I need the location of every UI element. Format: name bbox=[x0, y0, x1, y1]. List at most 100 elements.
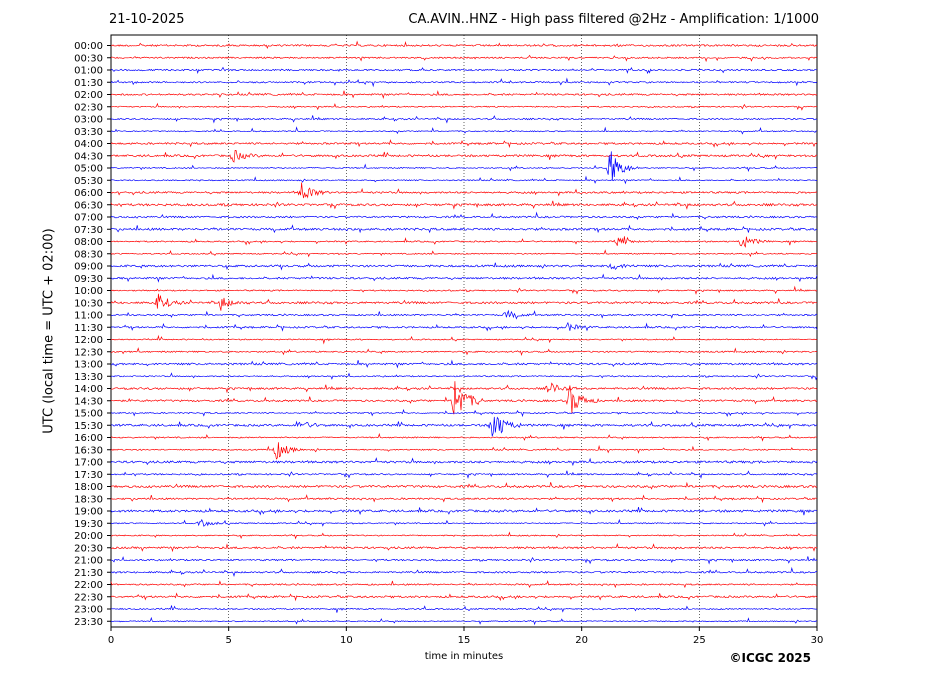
y-tick-label: 20:30 bbox=[74, 543, 103, 554]
trace-1300 bbox=[110, 359, 818, 369]
trace-0630 bbox=[110, 200, 818, 210]
y-tick-label: 21:30 bbox=[74, 568, 103, 579]
trace-1330 bbox=[110, 372, 818, 381]
y-tick-label: 06:30 bbox=[74, 200, 103, 211]
y-tick-label: 14:30 bbox=[74, 396, 103, 407]
y-tick-label: 03:30 bbox=[74, 127, 103, 138]
y-tick-label: 13:30 bbox=[74, 372, 103, 383]
y-tick-label: 23:00 bbox=[74, 605, 103, 616]
trace-0530 bbox=[110, 175, 817, 185]
trace-1730 bbox=[110, 470, 818, 479]
x-tick-label: 5 bbox=[225, 635, 231, 646]
y-tick-label: 22:00 bbox=[74, 580, 103, 591]
trace-0430 bbox=[110, 150, 818, 163]
trace-1400 bbox=[110, 382, 818, 394]
trace-2130 bbox=[110, 566, 818, 577]
y-tick-label: 14:00 bbox=[74, 384, 103, 395]
y-tick-label: 09:30 bbox=[74, 274, 103, 285]
trace-2100 bbox=[110, 556, 818, 565]
trace-0600 bbox=[110, 182, 818, 199]
trace-0130 bbox=[110, 77, 818, 88]
trace-0000 bbox=[110, 40, 818, 49]
y-tick-label: 02:30 bbox=[74, 102, 103, 113]
trace-1600 bbox=[110, 432, 818, 442]
y-tick-label: 18:30 bbox=[74, 494, 103, 505]
y-tick-label: 08:30 bbox=[74, 249, 103, 260]
y-tick-label: 22:30 bbox=[74, 592, 103, 603]
y-tick-label: 06:00 bbox=[74, 188, 103, 199]
y-tick-label: 08:00 bbox=[74, 237, 103, 248]
trace-1630 bbox=[110, 442, 818, 460]
y-tick-label: 21:00 bbox=[74, 556, 103, 567]
y-tick-label: 15:00 bbox=[74, 409, 103, 420]
chart-title: CA.AVIN..HNZ - High pass filtered @2Hz -… bbox=[408, 12, 819, 27]
trace-0830 bbox=[110, 249, 818, 258]
y-tick-label: 05:30 bbox=[74, 176, 103, 187]
trace-0730 bbox=[110, 224, 818, 234]
y-tick-label: 23:30 bbox=[74, 617, 103, 628]
trace-2300 bbox=[110, 605, 818, 613]
x-tick-label: 30 bbox=[811, 635, 824, 646]
y-tick-label: 13:00 bbox=[74, 360, 103, 371]
trace-0700 bbox=[110, 211, 818, 221]
y-tick-label: 03:00 bbox=[74, 115, 103, 126]
trace-1000 bbox=[110, 285, 818, 295]
trace-0400 bbox=[110, 139, 818, 149]
date-label: 21-10-2025 bbox=[109, 12, 185, 27]
y-tick-label: 20:00 bbox=[74, 531, 103, 542]
trace-1430 bbox=[110, 381, 818, 415]
y-tick-label: 02:00 bbox=[74, 90, 103, 101]
trace-1700 bbox=[110, 457, 818, 467]
y-tick-label: 18:00 bbox=[74, 482, 103, 493]
y-tick-label: 07:00 bbox=[74, 213, 103, 224]
trace-0500 bbox=[110, 151, 818, 181]
trace-1500 bbox=[110, 408, 818, 418]
y-tick-label: 16:00 bbox=[74, 433, 103, 444]
y-tick-label: 17:30 bbox=[74, 470, 103, 481]
trace-0100 bbox=[110, 66, 817, 75]
trace-1900 bbox=[110, 507, 818, 516]
x-axis-label: time in minutes bbox=[424, 651, 504, 662]
trace-0930 bbox=[110, 273, 818, 283]
trace-1030 bbox=[110, 293, 818, 311]
trace-0200 bbox=[110, 90, 818, 99]
y-axis-label: UTC (local time = UTC + 02:00) bbox=[41, 228, 57, 434]
trace-1930 bbox=[110, 518, 818, 527]
trace-2030 bbox=[110, 543, 818, 553]
x-tick-label: 10 bbox=[340, 635, 353, 646]
y-tick-label: 16:30 bbox=[74, 445, 103, 456]
trace-1800 bbox=[110, 481, 818, 490]
trace-0900 bbox=[110, 262, 818, 271]
plot-frame bbox=[110, 34, 818, 628]
trace-1230 bbox=[110, 347, 818, 357]
y-tick-label: 19:30 bbox=[74, 519, 103, 530]
y-tick-label: 04:00 bbox=[74, 139, 103, 150]
y-tick-label: 11:30 bbox=[74, 323, 103, 334]
trace-0230 bbox=[111, 102, 818, 111]
x-tick-label: 15 bbox=[458, 635, 471, 646]
trace-1130 bbox=[110, 321, 818, 332]
y-tick-label: 11:00 bbox=[74, 311, 103, 322]
y-tick-label: 12:30 bbox=[74, 347, 103, 358]
y-tick-label: 19:00 bbox=[74, 507, 103, 518]
y-tick-label: 15:30 bbox=[74, 421, 103, 432]
trace-0330 bbox=[110, 126, 818, 135]
x-tick-label: 25 bbox=[693, 635, 706, 646]
y-tick-label: 10:00 bbox=[74, 286, 103, 297]
y-tick-label: 00:30 bbox=[74, 53, 103, 64]
trace-1530 bbox=[110, 416, 818, 437]
y-tick-label: 01:30 bbox=[74, 78, 103, 89]
y-tick-label: 05:00 bbox=[74, 164, 103, 175]
y-tick-label: 01:00 bbox=[74, 66, 103, 77]
y-tick-label: 10:30 bbox=[74, 298, 103, 309]
trace-0030 bbox=[110, 54, 818, 63]
y-tick-label: 09:00 bbox=[74, 262, 103, 273]
y-tick-label: 17:00 bbox=[74, 458, 103, 469]
trace-2230 bbox=[110, 592, 818, 602]
trace-1100 bbox=[110, 309, 818, 320]
x-tick-label: 20 bbox=[575, 635, 588, 646]
trace-2330 bbox=[110, 616, 818, 626]
copyright-label: ©ICGC 2025 bbox=[729, 651, 811, 665]
trace-0800 bbox=[110, 236, 818, 248]
trace-1200 bbox=[110, 334, 818, 345]
